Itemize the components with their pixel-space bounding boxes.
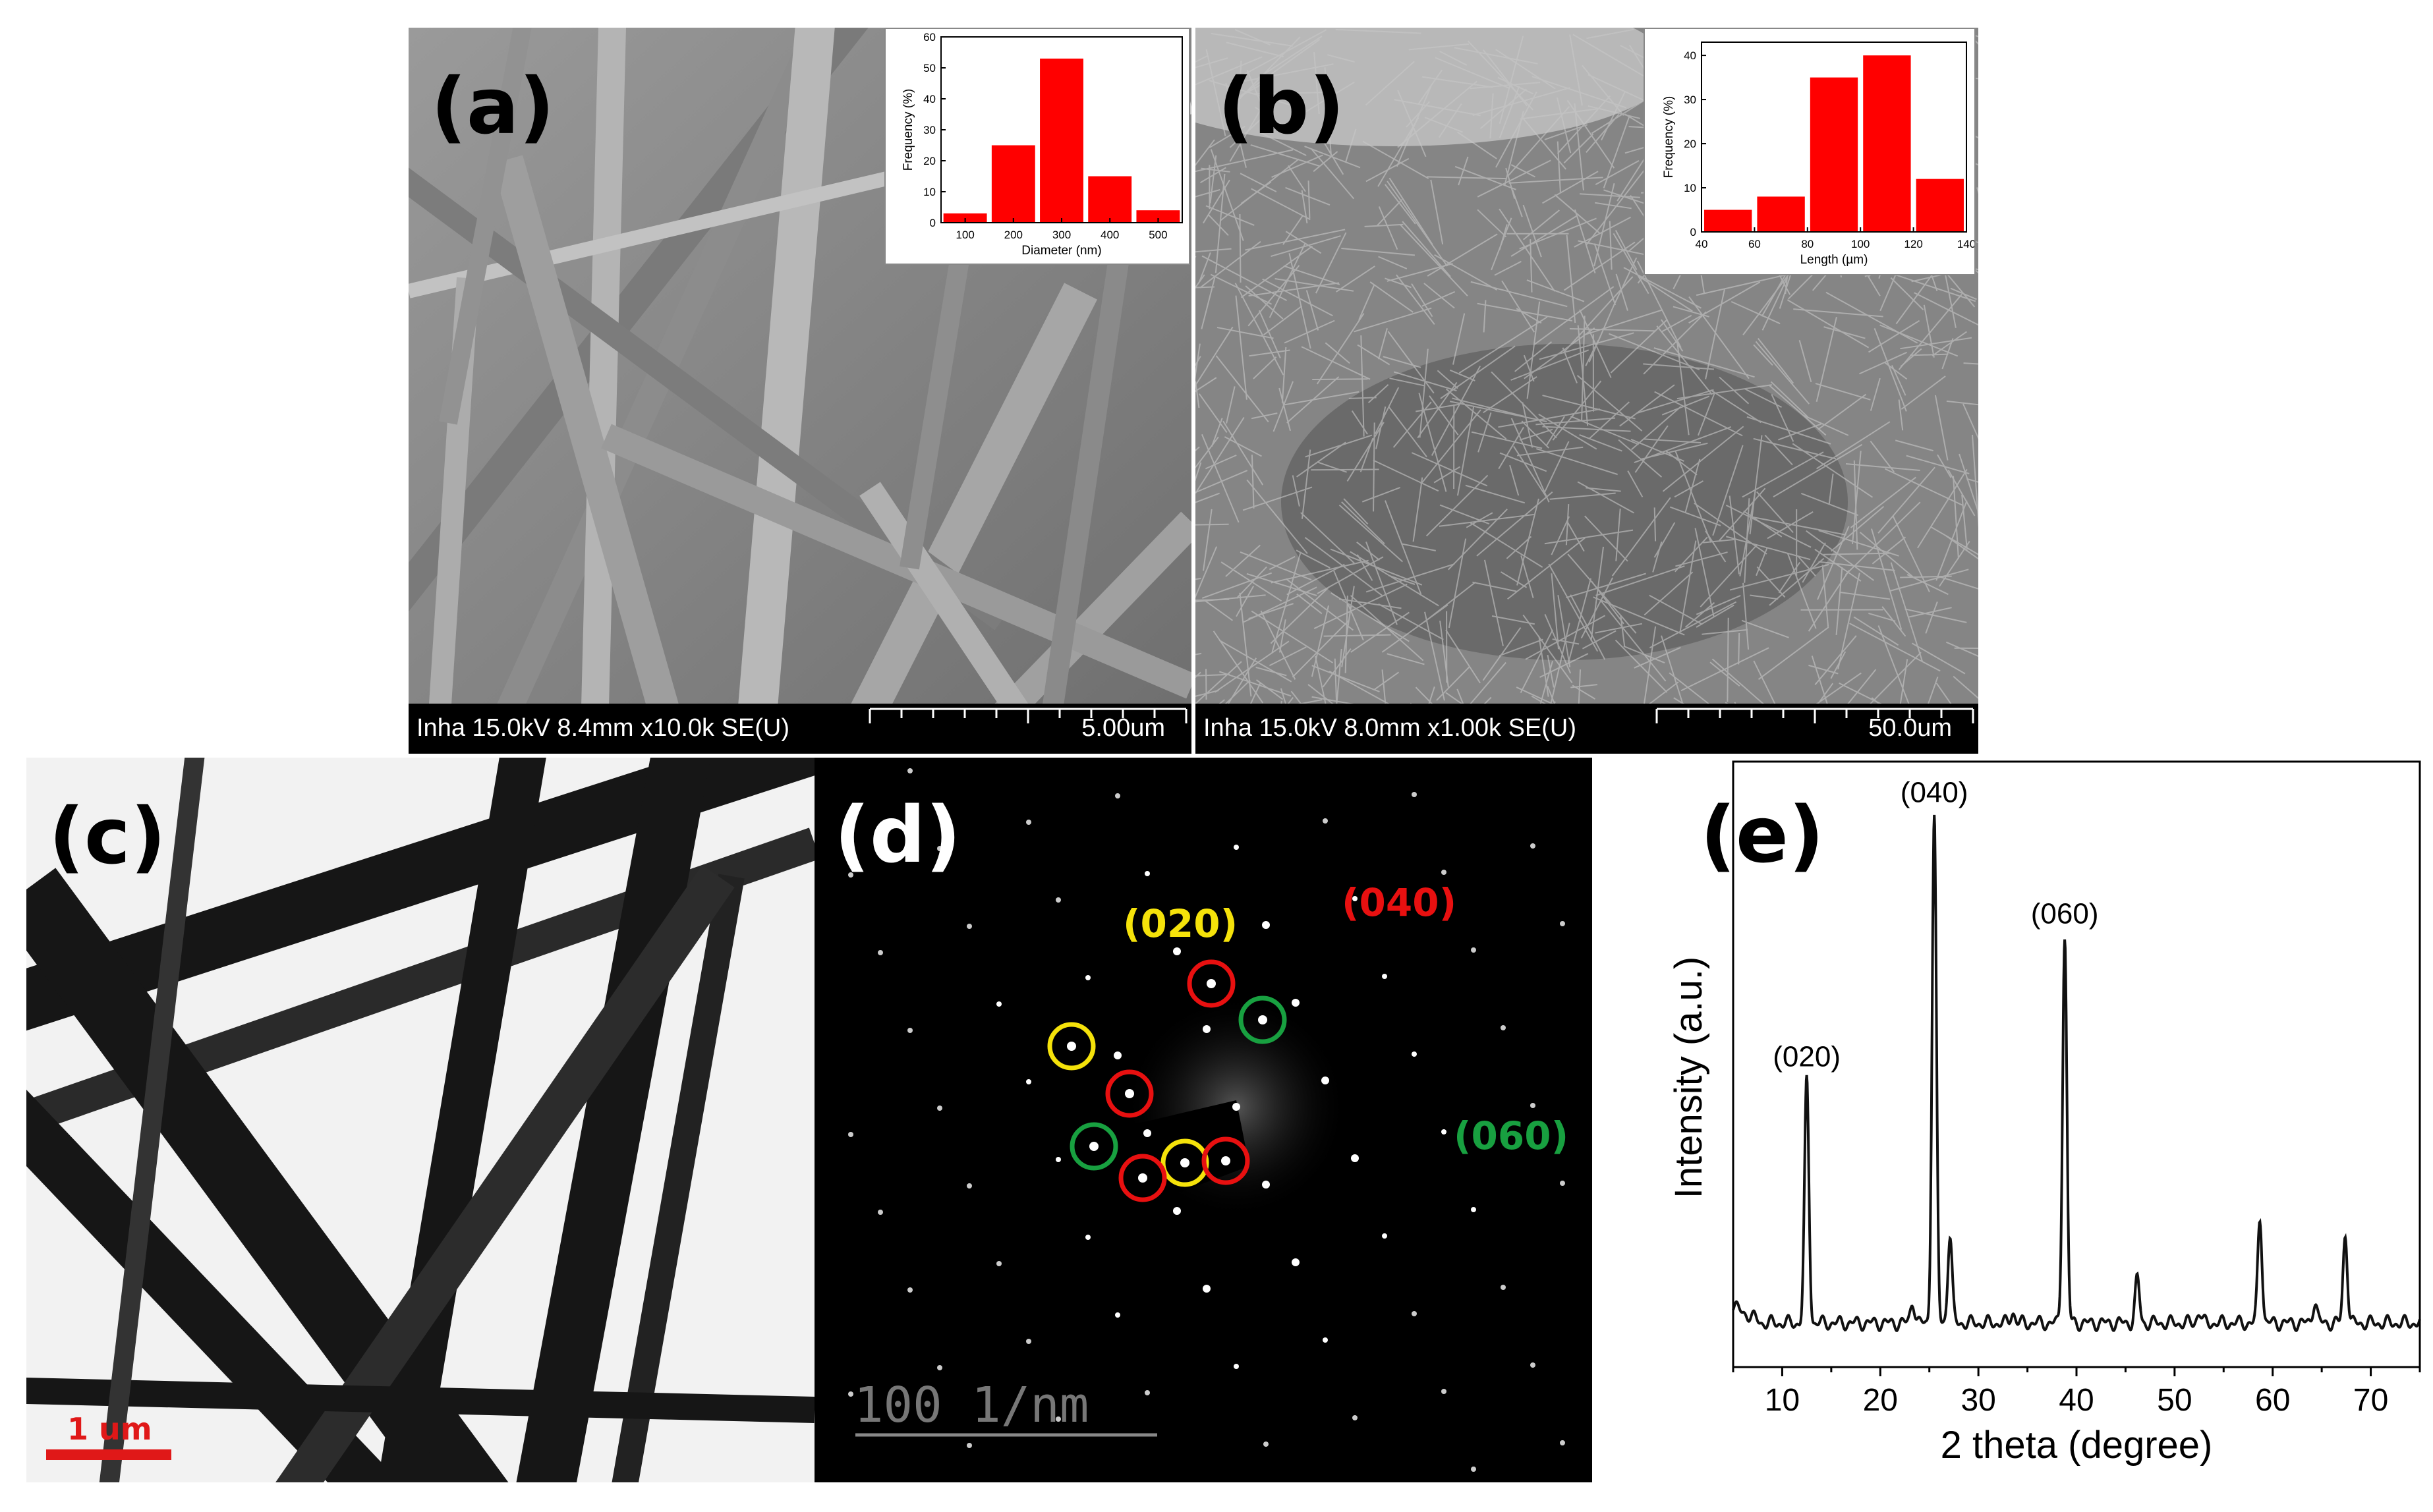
xrd-pattern-line (1732, 814, 2421, 1333)
panel-d-scalebar-label: 100 1/nm (854, 1377, 1089, 1434)
length-histogram-svg: 40 60 80 100 120 140 0 10 20 30 40 Length (µm) Frequ… (1662, 42, 1976, 267)
panel-c: (c) 1 um (26, 758, 815, 1482)
hist-a-xtick-4: 500 (1149, 229, 1167, 241)
hist-b-bar-1 (1757, 196, 1805, 232)
ring-040-b (1187, 959, 1236, 1008)
xrd-xtick-3: 40 (2059, 1383, 2094, 1418)
hist-b-axes (1701, 42, 1967, 233)
xrd-chart-svg: 10 20 30 40 50 60 70 (020) (040) (060) 2 theta (de… (1667, 760, 2421, 1467)
xrd-xtick-6: 70 (2353, 1383, 2388, 1418)
hist-b-bar-0 (1704, 210, 1752, 232)
hist-b-ytick-0: 0 (1690, 226, 1696, 238)
hist-a-xtick-0: 100 (956, 229, 974, 241)
panel-a-sem-databar: Inha 15.0kV 8.4mm x10.0k SE(U) 5.00um (409, 704, 1191, 754)
hist-a-ytick-1: 10 (923, 186, 936, 198)
xrd-peak-label-0: (020) (1773, 1041, 1841, 1073)
panel-a-histogram: 100 200 300 400 500 0 10 20 30 40 50 60 Diameter (nm… (884, 28, 1190, 265)
hist-a-xtick-2: 300 (1052, 229, 1071, 241)
panel-b-sem-info: Inha 15.0kV 8.0mm x1.00k SE(U) (1203, 714, 1577, 742)
diameter-histogram-svg: 100 200 300 400 500 0 10 20 30 40 50 60 Diameter (nm… (902, 31, 1183, 258)
panel-b-label: (b) (1218, 61, 1345, 152)
hist-b-ytick-2: 20 (1684, 138, 1696, 150)
panel-a-sem-scale: 5.00um (1081, 714, 1165, 742)
hist-b-xtick-3: 100 (1851, 238, 1870, 250)
panel-d: (d) (020) (040) (060) 100 1/nm (815, 758, 1592, 1482)
panel-b-scale-ticks (1655, 708, 1974, 723)
hist-b-ytick-4: 40 (1684, 49, 1696, 62)
panel-c-micrograph (26, 758, 815, 1482)
xrd-xtick-0: 10 (1765, 1383, 1800, 1418)
hist-b-bar-3 (1863, 55, 1911, 232)
xrd-peak-label-5: (060) (2031, 897, 2099, 930)
hist-a-ytick-4: 40 (923, 93, 936, 105)
panel-b-histogram: 40 60 80 100 120 140 0 10 20 30 40 Length (µm) Frequ… (1644, 28, 1976, 275)
hist-b-xtick-2: 80 (1801, 238, 1814, 250)
xrd-ylabel: Intensity (a.u.) (1667, 957, 1710, 1198)
panel-a-label: (a) (431, 61, 555, 152)
ring-060-a (1238, 995, 1287, 1044)
panel-d-diffraction-pattern (815, 758, 1592, 1482)
hist-a-ytick-0: 0 (930, 217, 936, 229)
panel-d-label: (d) (834, 789, 961, 880)
panel-b-sem-databar: Inha 15.0kV 8.0mm x1.00k SE(U) 50.0um (1195, 704, 1978, 754)
panel-a: (a) 100 200 300 400 500 0 10 20 30 40 50 60 Diameter… (409, 28, 1191, 754)
hist-b-ytick-1: 10 (1684, 182, 1696, 194)
spot-label-040: (040) (1342, 880, 1457, 925)
hist-a-ytick-5: 50 (923, 62, 936, 74)
ring-060-b (1070, 1122, 1118, 1171)
panel-c-label: (c) (49, 791, 166, 882)
hist-a-bar-3 (1088, 176, 1132, 223)
ring-040-d (1118, 1154, 1167, 1202)
ring-020-a (1047, 1022, 1096, 1071)
hist-a-ytick-6: 60 (923, 31, 936, 43)
hist-b-xtick-1: 60 (1748, 238, 1761, 250)
hist-a-bar-2 (1040, 58, 1083, 223)
spot-label-060: (060) (1454, 1113, 1569, 1158)
hist-a-xlabel: Diameter (nm) (1021, 244, 1101, 258)
panel-c-scalebar-label: 1 um (67, 1411, 152, 1447)
xrd-xtick-5: 60 (2255, 1383, 2290, 1418)
hist-a-xtick-1: 200 (1004, 229, 1023, 241)
hist-b-bar-4 (1916, 179, 1964, 232)
hist-b-ytick-3: 30 (1684, 94, 1696, 106)
hist-a-xtick-3: 400 (1101, 229, 1119, 241)
panel-e: 10 20 30 40 50 60 70 (020) (040) (060) 2 theta (de… (1595, 758, 2433, 1512)
spot-label-020: (020) (1123, 901, 1238, 946)
tem-scalebar (46, 1449, 171, 1460)
xrd-xtick-1: 20 (1863, 1383, 1898, 1418)
hist-b-xtick-4: 120 (1904, 238, 1922, 250)
panel-b: (b) 40 60 80 100 120 140 0 10 20 30 40 Length (µm) F… (1195, 28, 1978, 754)
hist-a-ytick-3: 30 (923, 124, 936, 136)
panel-b-micrograph (1195, 28, 1978, 754)
xrd-xtick-4: 50 (2157, 1383, 2192, 1418)
hist-a-bar-1 (991, 145, 1035, 223)
hist-a-bar-4 (1136, 210, 1180, 223)
ring-040-c (1201, 1136, 1250, 1185)
hist-b-xtick-5: 140 (1957, 238, 1974, 250)
panel-a-sem-info: Inha 15.0kV 8.4mm x10.0k SE(U) (416, 714, 790, 742)
xrd-xtick-2: 30 (1961, 1383, 1995, 1418)
hist-b-xtick-0: 40 (1696, 238, 1708, 250)
hist-a-ylabel: Frequency (%) (902, 89, 915, 171)
xrd-peak-label-2: (040) (1901, 777, 1968, 809)
hist-b-xlabel: Length (µm) (1800, 253, 1868, 267)
ring-020-b (1160, 1138, 1209, 1187)
hist-b-bar-2 (1810, 77, 1858, 233)
panel-b-sem-scale: 50.0um (1868, 714, 1952, 742)
ring-040-a (1105, 1069, 1154, 1118)
hist-b-ylabel: Frequency (%) (1662, 96, 1676, 179)
hist-a-ytick-2: 20 (923, 155, 936, 167)
hist-a-bar-0 (943, 213, 987, 223)
xrd-xlabel: 2 theta (degree) (1941, 1424, 2213, 1467)
panel-a-scale-ticks (869, 708, 1188, 723)
panel-e-label: (e) (1700, 789, 1824, 880)
